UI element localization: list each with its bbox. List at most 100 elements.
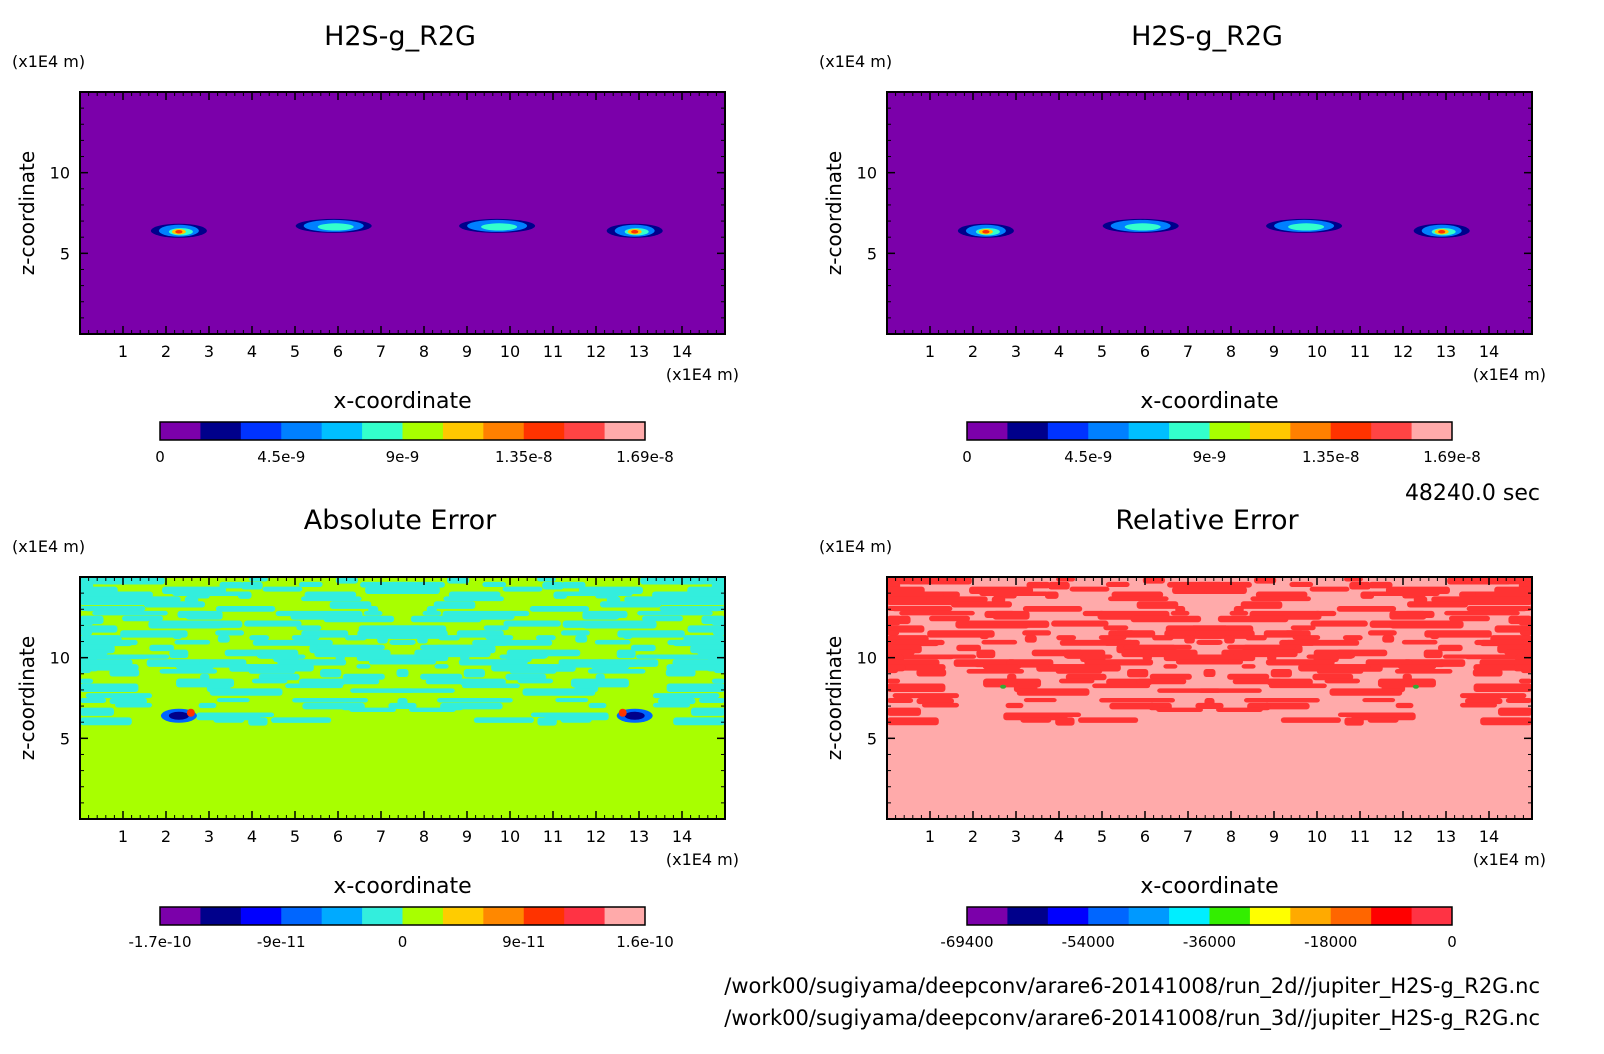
x-tick-label: 11 [543,827,563,846]
error-patch [410,615,482,623]
colorbar-swatch [1169,907,1210,925]
x-tick-label: 8 [419,827,429,846]
error-patch [329,601,372,609]
chart-panel-3: Absolute Error(x1E4 m)1 2 3 4 5 6 7 8 9 10 11 12 13 1… [12,505,739,951]
error-patch [1184,635,1195,644]
error-patch [950,601,1013,608]
y-axis-label: z-coordinate [822,636,846,760]
plot-area [887,92,1532,334]
error-patch [690,707,725,716]
error-patch [80,698,107,703]
error-patch [477,630,497,636]
error-patch [1172,586,1215,594]
error-patch [1270,668,1292,678]
error-patch [109,698,147,705]
colorbar-swatch [200,422,242,440]
blob-inner [1288,223,1325,231]
x-tick-label: 14 [672,342,692,361]
x-tick-label: 5 [290,827,300,846]
error-patch [159,668,218,674]
error-patch [887,683,946,692]
error-patch [1263,702,1310,710]
colorbar-swatch [321,907,363,925]
error-patch [711,620,725,626]
x-tick-label: 5 [1097,342,1107,361]
error-patch [377,635,388,644]
error-patch [630,644,656,652]
x-axis-label: x-coordinate [1140,389,1278,414]
error-patch [417,635,428,644]
error-patch [1098,635,1127,640]
error-patch [599,601,662,608]
error-patch [425,678,476,685]
error-patch [80,717,132,726]
error-patch [1518,620,1532,626]
error-patch [1518,678,1532,684]
error-patch [575,635,588,643]
y-unit-label: (x1E4 m) [819,537,892,556]
error-patch [1389,620,1464,629]
error-patch [892,693,960,699]
error-patch [1216,707,1263,712]
error-patch [1055,668,1103,674]
error-patch [1505,698,1532,703]
blob-inner [481,223,518,231]
colorbar-swatch [1007,907,1049,925]
error-patch [1130,615,1202,623]
error-patch [1065,673,1107,681]
y-unit-label: (x1E4 m) [819,52,892,71]
error-patch [984,678,1019,685]
x-tick-label: 13 [1436,827,1456,846]
error-patch [582,620,657,629]
error-patch [320,668,342,678]
error-patch [1203,668,1215,677]
error-patch [667,639,717,646]
error-patch [323,615,395,623]
x-unit-label: (x1E4 m) [666,365,739,384]
colorbar-label: -36000 [1183,933,1236,951]
x-tick-label: 8 [419,342,429,361]
blob-inner [1124,223,1161,231]
error-patch [1367,717,1399,723]
y-tick-label: 10 [50,164,70,183]
error-patch [616,649,636,659]
error-patch [1480,717,1532,726]
error-patch [177,678,212,685]
error-patch [529,606,590,612]
x-tick-label: 9 [1269,827,1279,846]
error-patch [1069,586,1110,592]
error-patch [100,577,165,585]
chart-title: H2S-g_R2G [324,21,476,52]
x-tick-label: 3 [1011,342,1021,361]
y-tick-label: 5 [60,244,70,263]
x-axis-label: x-coordinate [1140,874,1278,899]
error-patch [1437,644,1463,652]
x-tick-label: 4 [1054,827,1064,846]
error-patch [929,615,970,622]
error-patch [887,620,901,626]
error-patch [80,625,85,630]
colorbar-swatch [1411,907,1453,925]
x-tick-label: 6 [1140,342,1150,361]
x-tick-label: 10 [1307,827,1327,846]
error-patch [887,668,898,674]
error-patch [640,577,705,585]
error-patch [1497,707,1532,716]
error-patch [517,678,554,684]
error-patch [1058,678,1095,684]
plot-content [887,577,1532,726]
error-patch [292,698,368,703]
colorbar-swatch [523,907,565,925]
x-tick-label: 8 [1226,342,1236,361]
error-patch [143,601,206,608]
colorbar-label: -9e-11 [257,933,306,951]
error-patch [1289,581,1314,588]
error-patch [979,635,989,640]
y-tick-label: 10 [50,649,70,668]
error-patch [888,591,944,598]
error-patch [119,596,181,603]
error-patch [588,702,607,709]
x-tick-label: 12 [1393,342,1413,361]
error-patch [349,707,396,712]
error-patch [1382,635,1395,643]
